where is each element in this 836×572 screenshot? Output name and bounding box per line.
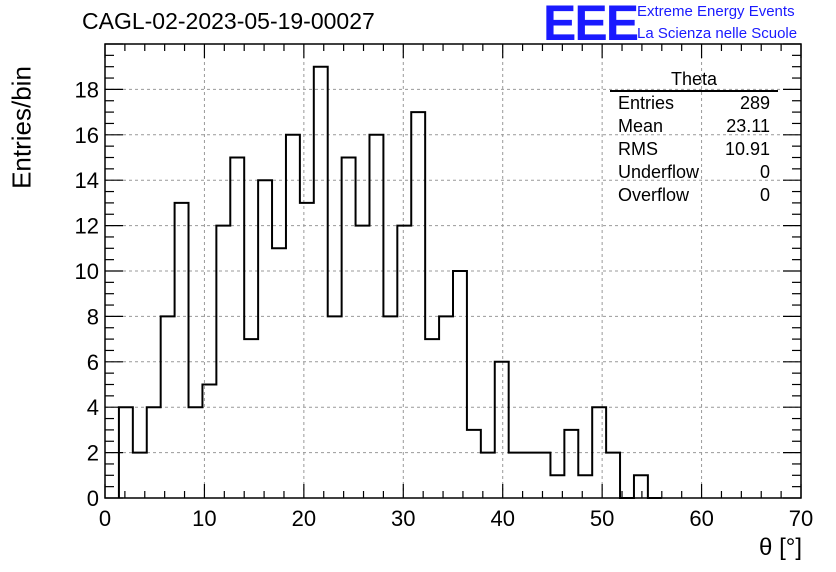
x-tick-label: 0 (99, 506, 111, 531)
stats-row-entries: Entries 289 (610, 92, 778, 115)
y-tick-label: 6 (87, 350, 99, 375)
x-tick-label: 40 (490, 506, 514, 531)
stats-row-rms: RMS 10.91 (610, 138, 778, 161)
y-axis-label: Entries/bin (6, 66, 37, 189)
logo-line-1: Extreme Energy Events (637, 3, 795, 20)
stats-label: Overflow (618, 185, 690, 205)
y-tick-label: 12 (75, 214, 99, 239)
stats-value: 23.11 (726, 116, 770, 136)
stats-value: 10.91 (724, 139, 770, 159)
axis-ticks (104, 43, 802, 499)
tick-labels: 0 10 20 30 40 50 60 70 0 2 4 6 8 10 12 14 16 18 (75, 77, 814, 531)
stats-label: Mean (618, 116, 664, 136)
x-tick-label: 70 (789, 506, 813, 531)
stats-row-overflow: Overflow 0 (610, 184, 778, 207)
stats-value: 0 (759, 185, 770, 205)
stats-value: 289 (739, 93, 770, 113)
x-tick-label: 60 (689, 506, 713, 531)
stats-row-mean: Mean 23.11 (610, 115, 778, 138)
histogram-outline (117, 65, 662, 499)
stats-label: Underflow (618, 162, 700, 182)
x-tick-label: 30 (391, 506, 415, 531)
stats-label: Entries (618, 93, 675, 113)
y-tick-label: 18 (75, 77, 99, 102)
stats-label: RMS (618, 139, 658, 159)
y-tick-label: 8 (87, 304, 99, 329)
logo-line-2: La Scienza nelle Scuole (637, 25, 798, 42)
x-tick-label: 10 (192, 506, 216, 531)
stats-value: 0 (759, 162, 770, 182)
y-tick-label: 10 (75, 259, 99, 284)
y-tick-label: 4 (87, 395, 99, 420)
x-tick-label: 50 (590, 506, 614, 531)
chart-title: CAGL-02-2023-05-19-00027 (82, 8, 375, 34)
x-tick-label: 20 (292, 506, 316, 531)
eee-logo: EEE (543, 0, 639, 51)
y-tick-label: 0 (87, 486, 99, 511)
y-tick-label: 2 (87, 441, 99, 466)
stats-title: Theta (610, 68, 778, 92)
stats-box: Theta Entries 289 Mean 23.11 RMS 10.91 U… (610, 68, 778, 207)
stats-row-underflow: Underflow 0 (610, 161, 778, 184)
y-tick-label: 14 (75, 168, 99, 193)
x-axis-label: θ [°] (759, 534, 802, 561)
histogram-series (117, 65, 662, 499)
y-tick-label: 16 (75, 123, 99, 148)
